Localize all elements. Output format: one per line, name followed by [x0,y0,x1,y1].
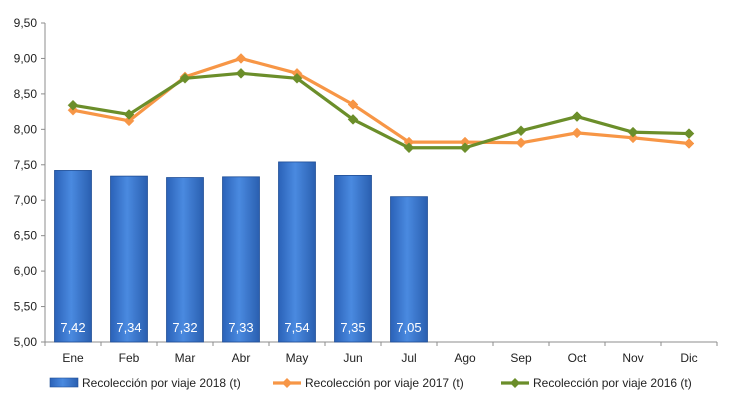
bar [278,161,316,343]
data-point [179,72,191,84]
data-point [683,128,695,139]
y-tick-label: 5,00 [14,335,38,349]
line-series [67,53,695,154]
legend-label: Recolección por viaje 2018 (t) [82,376,241,390]
bar [222,176,260,343]
x-tick-label: Abr [232,351,251,365]
x-tick-label: Feb [119,351,140,365]
y-tick-label: 6,50 [14,229,38,243]
legend-marker [282,378,292,388]
data-point [347,114,359,125]
data-point [459,142,471,154]
data-point [347,99,359,110]
axes: 5,00 5,50 6,00 6,50 7,00 7,50 8,00 8,50 9,00 9,50… [14,16,718,365]
y-tick-label: 8,50 [14,87,38,101]
data-point [571,127,583,139]
data-point [627,126,639,138]
data-point [515,125,527,137]
bar-data-label: 7,32 [172,320,197,335]
x-tick-label: Ago [454,351,476,365]
legend-item: Recolección por viaje 2018 (t) [49,376,241,390]
y-tick-label: 6,00 [14,264,38,278]
bar-data-label: 7,54 [284,320,309,335]
series-line [72,56,690,146]
x-tick-label: Dic [680,351,697,365]
bar-data-label: 7,33 [228,320,253,335]
bar-data-label: 7,35 [340,320,365,335]
bar [334,175,372,343]
data-point [515,137,527,149]
x-tick-label: Nov [622,351,643,365]
x-tick-label: Oct [568,351,587,365]
data-point [123,109,135,120]
data-point [571,111,583,122]
data-point [403,142,415,154]
legend-label: Recolección por viaje 2016 (t) [533,376,692,390]
bar-data-label: 7,34 [116,320,141,335]
y-tick-label: 7,00 [14,193,38,207]
legend-item: Recolección por viaje 2016 (t) [501,376,692,390]
x-tick-label: May [286,351,309,365]
legend-item: Recolección por viaje 2017 (t) [273,376,464,390]
legend-swatch [49,377,79,388]
data-point [123,115,135,127]
bars-series-2018: 7,42 7,34 7,32 7,33 7,54 7,35 7,05 [54,161,428,343]
bar-data-label: 7,05 [396,320,421,335]
bar [390,196,428,343]
series-line [72,71,690,150]
x-tick-label: Sep [510,351,532,365]
legend-marker [510,378,520,388]
data-point [67,99,79,111]
y-tick-label: 5,50 [14,300,38,314]
data-point [291,72,303,84]
data-point [683,138,695,149]
x-tick-label: Jul [401,351,416,365]
data-point [235,67,247,79]
y-tick-label: 9,00 [14,51,38,65]
bar [110,175,148,343]
bar-data-label: 7,42 [60,320,85,335]
x-tick-label: Jun [343,351,362,365]
bar [166,177,204,343]
data-point [627,132,639,144]
bar [54,170,92,343]
legend: Recolección por viaje 2018 (t) Recolecció… [49,376,692,390]
x-tick-label: Mar [175,351,196,365]
x-tick-label: Ene [62,351,84,365]
data-point [235,53,247,64]
y-tick-label: 8,00 [14,122,38,136]
y-tick-label: 9,50 [14,16,38,30]
legend-label: Recolección por viaje 2017 (t) [305,376,464,390]
y-tick-label: 7,50 [14,158,38,172]
